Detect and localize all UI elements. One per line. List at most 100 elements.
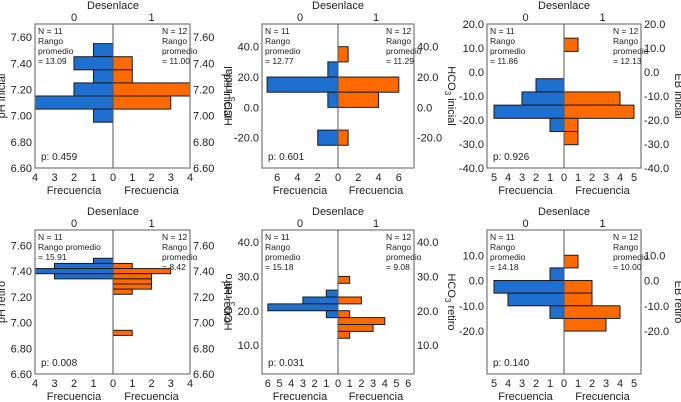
x-axis-label-right: Frecuencia [124, 185, 179, 197]
histogram-bar-group-0 [93, 43, 114, 58]
y-tick-label-right: 0.0 [644, 276, 659, 288]
group-label-0: 0 [522, 12, 528, 24]
stats-group-1: N = 12 [613, 26, 639, 36]
stats-group-0: Rango promedio [38, 242, 101, 252]
x-axis-label-left: Frecuencia [47, 185, 102, 197]
y-tick-label-left: 7.40 [11, 266, 32, 278]
y-tick-label-left: 7.40 [11, 58, 32, 70]
histogram-bar-group-0 [535, 78, 565, 93]
x-tick-label-right: 3 [168, 172, 174, 184]
histogram-bar-group-0 [325, 289, 339, 298]
x-tick-label-right: 5 [393, 378, 399, 390]
stats-group-1: Rango [162, 242, 187, 252]
histogram-bar-group-1 [112, 69, 133, 84]
histogram-bar-group-1 [112, 283, 152, 290]
x-tick-label-right: 2 [358, 378, 364, 390]
stats-group-1: promedio [162, 46, 198, 56]
y-axis-label-right: EB inicial [672, 73, 681, 118]
y-axis-label-right: pH retiro [221, 281, 233, 323]
x-tick-label-left: 1 [547, 172, 553, 184]
y-tick-label-right: 7.40 [193, 58, 214, 70]
histogram-bar-group-0 [549, 117, 565, 133]
y-tick-label-left: 40.0 [238, 237, 259, 249]
chart-title: Desenlace [538, 206, 590, 218]
histogram-bar-group-0 [93, 257, 114, 264]
x-tick-label-left: 1 [547, 378, 553, 390]
x-tick-label-left: 4 [505, 378, 511, 390]
y-tick-label-left: -10.0 [459, 301, 484, 313]
x-tick-label-left: 2 [71, 378, 77, 390]
y-tick-label-right: 6.80 [193, 137, 214, 149]
stats-group-0: Rango [490, 36, 515, 46]
x-axis-label-right: Frecuencia [575, 185, 630, 197]
stats-group-1: Rango [386, 36, 411, 46]
y-tick-label-right: 20.0 [644, 19, 665, 31]
p-value: p: 0.926 [493, 152, 530, 163]
y-tick-label-left: 0.0 [469, 276, 484, 288]
chart-title: Desenlace [538, 0, 590, 12]
p-value: p: 0.008 [41, 358, 78, 369]
x-tick-label-left: 5 [491, 378, 497, 390]
x-tick-label-left: 0 [335, 172, 341, 184]
histogram-bar-group-1 [563, 117, 579, 133]
y-tick-label-left: 7.60 [11, 32, 32, 44]
y-tick-label-left: 7.00 [11, 318, 32, 330]
x-tick-label-left: 5 [491, 172, 497, 184]
group-label-0: 0 [297, 218, 303, 230]
x-tick-label-left: 1 [323, 378, 329, 390]
histogram-bar-group-0 [302, 296, 339, 305]
y-tick-label-left: 10.0 [463, 250, 484, 262]
y-tick-label-left: -40.0 [459, 163, 484, 175]
x-tick-label-left: 6 [274, 172, 280, 184]
stats-group-1: promedio [613, 252, 649, 262]
x-tick-label-right: 6 [405, 378, 411, 390]
x-tick-label-left: 0 [335, 378, 341, 390]
y-tick-label-left: 6.80 [11, 137, 32, 149]
x-tick-label-left: 5 [276, 378, 282, 390]
histogram-bar-group-0 [493, 280, 565, 294]
stats-group-0: = 12.77 [265, 56, 294, 66]
x-tick-label-right: 2 [589, 172, 595, 184]
x-tick-label-left: 3 [51, 172, 57, 184]
x-axis-label-left: Frecuencia [273, 391, 328, 402]
x-tick-label-left: 3 [519, 172, 525, 184]
stats-group-0: promedio [490, 46, 526, 56]
x-tick-label-left: 2 [533, 378, 539, 390]
y-tick-label-right: 10.0 [417, 340, 438, 352]
histogram-bar-group-0 [317, 129, 339, 146]
group-label-1: 1 [148, 218, 154, 230]
x-tick-label-right: 4 [187, 172, 193, 184]
y-tick-label-right: 10.0 [644, 250, 665, 262]
stats-group-1: = 12.13 [613, 56, 642, 66]
x-tick-label-left: 4 [32, 172, 38, 184]
x-axis-label-left: Frecuencia [498, 391, 553, 402]
x-tick-label-left: 4 [294, 172, 300, 184]
y-tick-label-right: -20.0 [417, 133, 442, 145]
x-tick-label-right: 1 [575, 172, 581, 184]
p-value: p: 0.601 [268, 152, 305, 163]
x-tick-label-right: 3 [603, 172, 609, 184]
histogram-bar-group-1 [337, 330, 351, 339]
y-tick-label-left: 10.0 [463, 43, 484, 55]
x-tick-label-right: 1 [129, 172, 135, 184]
histogram-bar-group-1 [112, 273, 152, 280]
x-axis-label-left: Frecuencia [273, 185, 328, 197]
stats-group-1: N = 12 [386, 26, 412, 36]
y-tick-label-right: -30.0 [644, 139, 669, 151]
stats-group-0: = 13.09 [38, 56, 67, 66]
stats-group-1: Rango [613, 36, 638, 46]
y-tick-label-right: -40.0 [644, 163, 669, 175]
histogram-bar-group-1 [337, 296, 362, 305]
x-tick-label-left: 3 [519, 378, 525, 390]
y-tick-label-right: -20.0 [644, 115, 669, 127]
stats-group-1: promedio [162, 252, 198, 262]
y-tick-label-left: 0.0 [244, 102, 259, 114]
y-axis-label-right: EB retiro [672, 281, 681, 324]
y-tick-label-left: 30.0 [238, 271, 259, 283]
x-tick-label-left: 6 [265, 378, 271, 390]
stats-group-1: promedio [613, 46, 649, 56]
x-axis-label-right: Frecuencia [349, 391, 404, 402]
y-tick-label-right: 6.80 [193, 343, 214, 355]
